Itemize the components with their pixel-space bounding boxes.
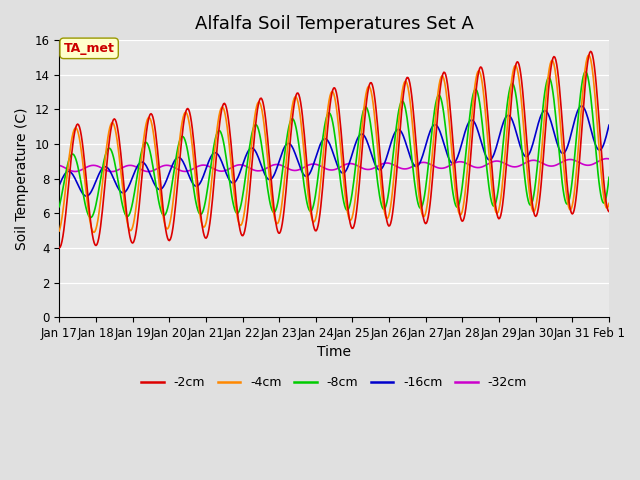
Y-axis label: Soil Temperature (C): Soil Temperature (C) — [15, 108, 29, 250]
Legend: -2cm, -4cm, -8cm, -16cm, -32cm: -2cm, -4cm, -8cm, -16cm, -32cm — [136, 371, 532, 394]
X-axis label: Time: Time — [317, 346, 351, 360]
Title: Alfalfa Soil Temperatures Set A: Alfalfa Soil Temperatures Set A — [195, 15, 474, 33]
Text: TA_met: TA_met — [63, 42, 115, 55]
